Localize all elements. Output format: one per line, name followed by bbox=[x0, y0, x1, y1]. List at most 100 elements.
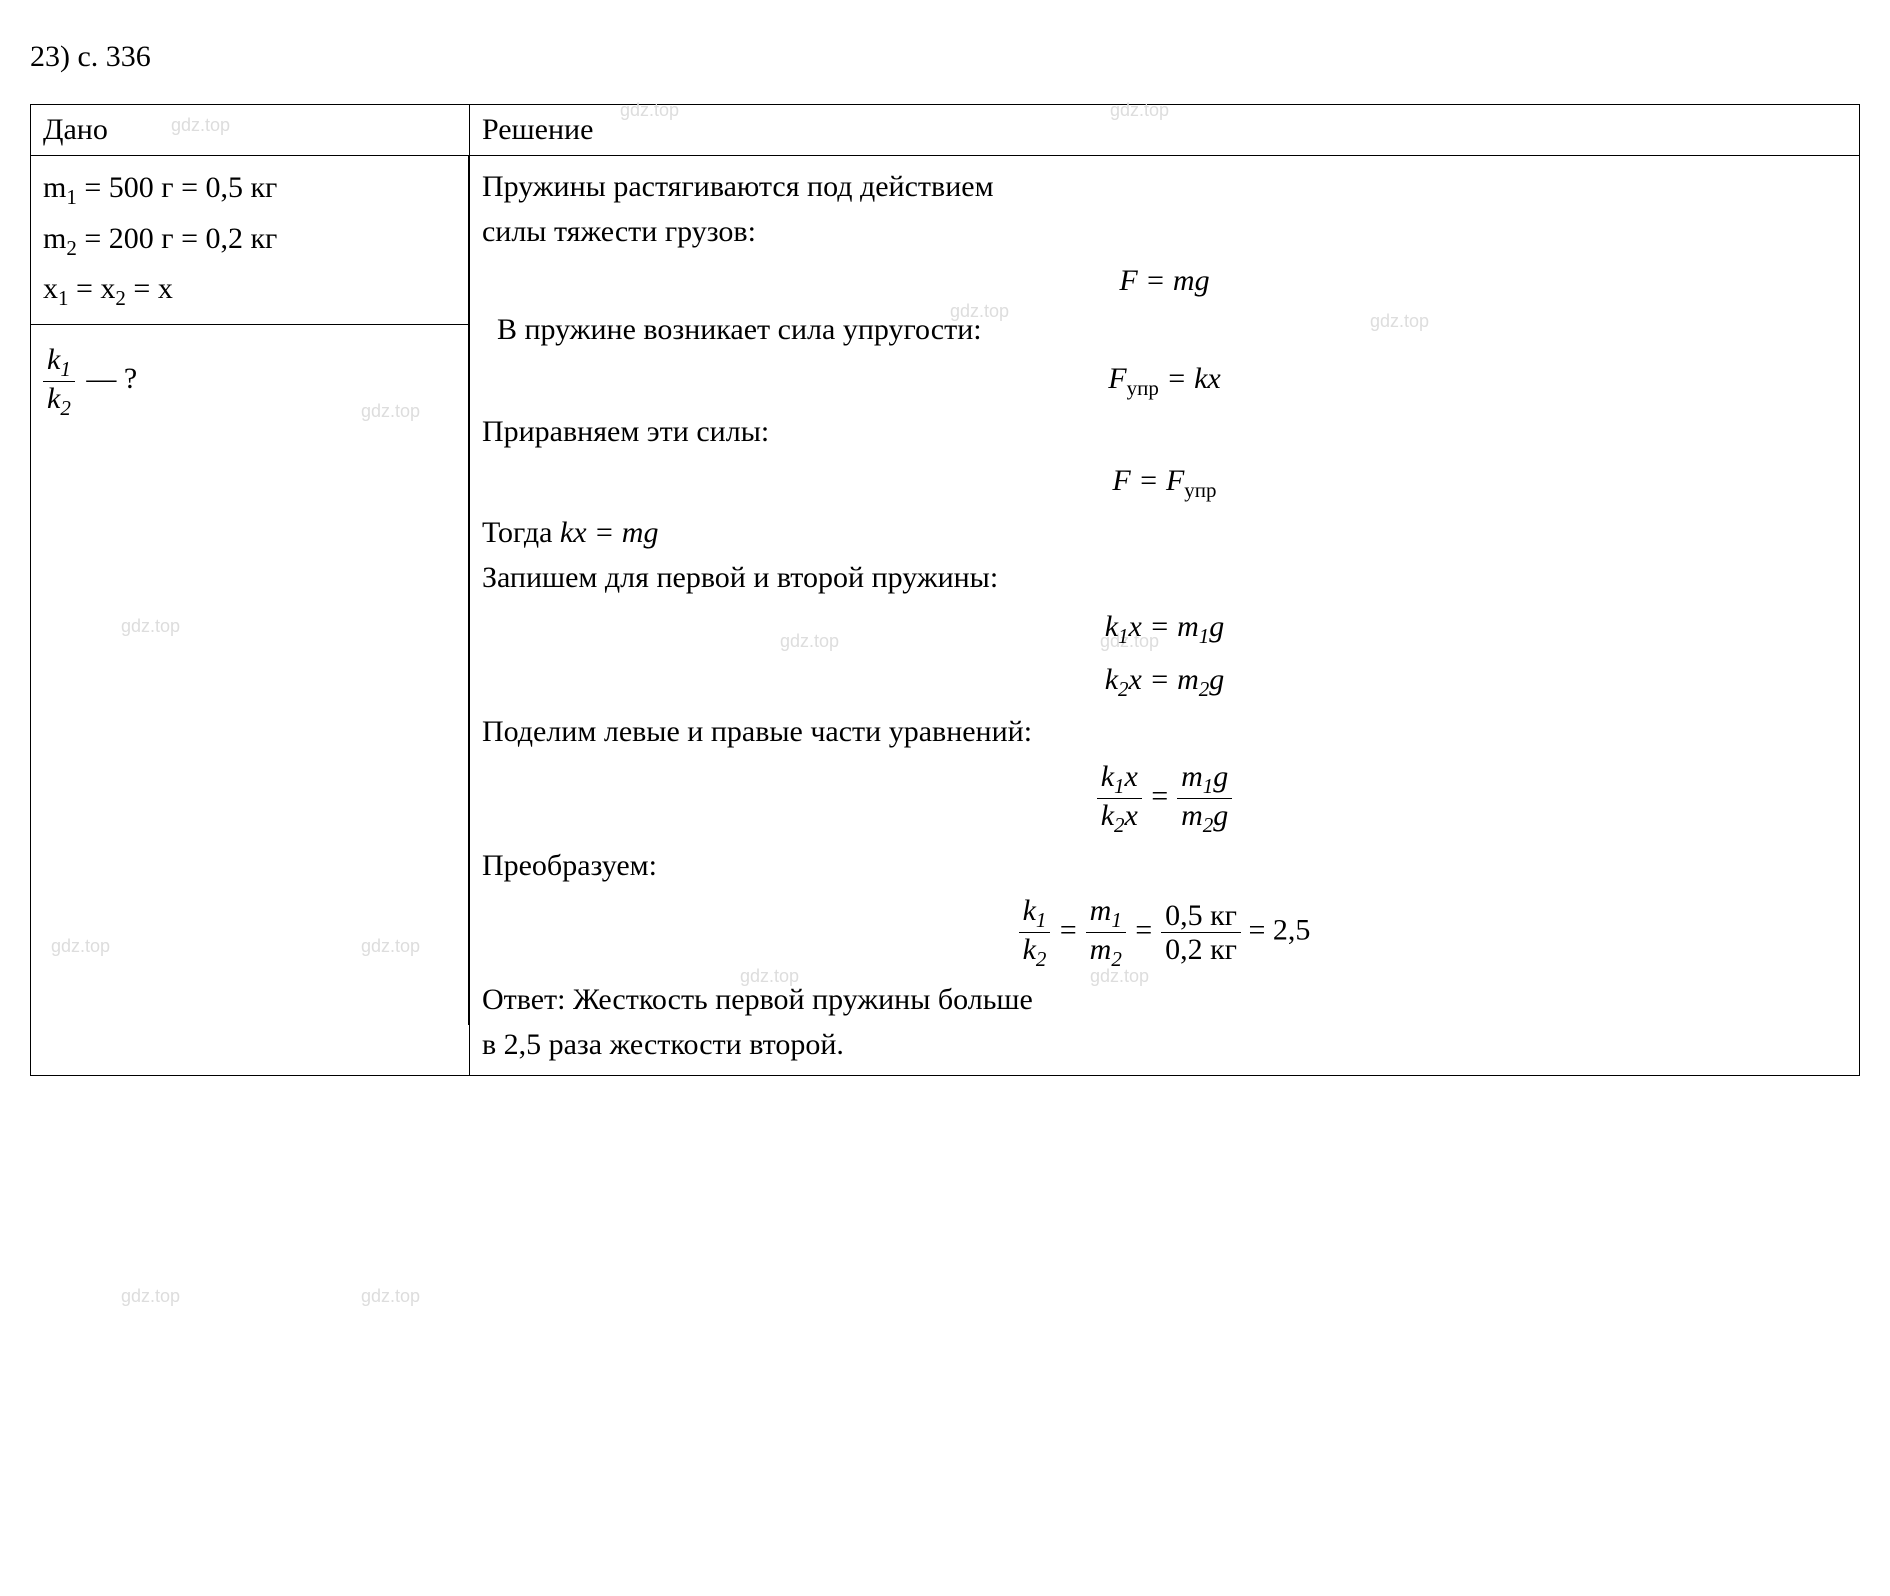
solution-line-5: Тогда kx = mg bbox=[482, 510, 1847, 555]
solution-table: Дано gdz.top Решение gdz.top gdz.top m1 … bbox=[30, 104, 1860, 1076]
var-k: k bbox=[1105, 663, 1118, 696]
numerator-value: 0,5 кг bbox=[1161, 899, 1241, 933]
content-row: m1 = 500 г = 0,5 кг m2 = 200 г = 0,2 кг … bbox=[31, 156, 1860, 1076]
solution-text-7: Поделим левые и правые части уравнений: bbox=[482, 709, 1847, 754]
question-section: k1 k2 — ? gdz.top gdz.top gdz.top gdz.to… bbox=[31, 325, 468, 1025]
question-mark: — ? bbox=[86, 362, 137, 395]
given-data-section: m1 = 500 г = 0,5 кг m2 = 200 г = 0,2 кг … bbox=[31, 156, 468, 325]
subscript-upr: упр bbox=[1127, 376, 1159, 400]
fraction-right: m1g m2g bbox=[1177, 760, 1232, 837]
subscript-2: 2 bbox=[1118, 677, 1129, 701]
var-g: g bbox=[1209, 663, 1224, 696]
var-x: x bbox=[1125, 760, 1138, 793]
watermark: gdz.top bbox=[1110, 100, 1169, 121]
subscript-1: 1 bbox=[60, 357, 71, 381]
solution-header: Решение bbox=[482, 113, 593, 146]
question-line: k1 k2 — ? bbox=[43, 343, 456, 420]
fraction-m1-m2: m1 m2 bbox=[1086, 894, 1126, 971]
formula-x-eq-m: x = m bbox=[1129, 610, 1199, 643]
page-title: 23) с. 336 bbox=[30, 40, 1860, 74]
watermark: gdz.top bbox=[121, 1286, 180, 1307]
subscript-1: 1 bbox=[1036, 908, 1047, 932]
var-m: m bbox=[1181, 799, 1203, 832]
text-then: Тогда bbox=[482, 516, 560, 549]
formula-kx: = kx bbox=[1159, 362, 1221, 395]
var-k: k bbox=[47, 343, 60, 376]
solution-text-3: В пружине возникает сила упругости: bbox=[482, 307, 1847, 352]
subscript-1: 1 bbox=[1114, 774, 1125, 798]
solution-text-2: силы тяжести грузов: bbox=[482, 209, 1847, 254]
subscript-2: 2 bbox=[66, 236, 77, 260]
solution-text-1: Пружины растягиваются под действием bbox=[482, 164, 1847, 209]
answer-line-2: в 2,5 раза жесткости второй. bbox=[482, 1022, 1847, 1067]
var-k: k bbox=[1023, 933, 1036, 966]
value-1: = 500 г = 0,5 кг bbox=[77, 171, 278, 204]
watermark: gdz.top bbox=[121, 616, 180, 637]
var-g: g bbox=[1213, 799, 1228, 832]
solution-text-8: Преобразуем: bbox=[482, 843, 1847, 888]
given-cell: m1 = 500 г = 0,5 кг m2 = 200 г = 0,2 кг … bbox=[31, 156, 470, 1076]
subscript-2: 2 bbox=[1114, 813, 1125, 837]
equals-sign: = bbox=[1149, 779, 1177, 812]
var-x: x bbox=[1125, 799, 1138, 832]
given-line-2: m2 = 200 г = 0,2 кг bbox=[43, 215, 456, 266]
answer-line-1: Ответ: Жесткость первой пружины больше bbox=[482, 977, 1847, 1022]
watermark: gdz.top bbox=[361, 1286, 420, 1307]
subscript-2: 2 bbox=[1036, 947, 1047, 971]
var-g: g bbox=[1209, 610, 1224, 643]
denominator-value: 0,2 кг bbox=[1161, 933, 1241, 966]
subscript-1: 1 bbox=[1199, 624, 1210, 648]
var-m: m bbox=[43, 171, 66, 204]
subscript-1: 1 bbox=[1203, 774, 1214, 798]
var-k: k bbox=[47, 382, 60, 415]
var-m: m bbox=[1090, 894, 1112, 927]
var-m: m bbox=[1090, 933, 1112, 966]
var-k: k bbox=[1101, 760, 1114, 793]
subscript-1: 1 bbox=[58, 286, 69, 310]
formula-x-eq-m: x = m bbox=[1129, 663, 1199, 696]
solution-text-4: Приравняем эти силы: bbox=[482, 409, 1847, 454]
var-m: m bbox=[43, 222, 66, 255]
given-line-1: m1 = 500 г = 0,5 кг bbox=[43, 164, 456, 215]
value-2: = 200 г = 0,2 кг bbox=[77, 222, 278, 255]
var-g: g bbox=[1213, 760, 1228, 793]
header-row: Дано gdz.top Решение gdz.top gdz.top bbox=[31, 105, 1860, 156]
eq-x-val: = x bbox=[126, 272, 173, 305]
subscript-2: 2 bbox=[60, 396, 71, 420]
watermark: gdz.top bbox=[51, 936, 110, 957]
var-m: m bbox=[1181, 760, 1203, 793]
subscript-2: 2 bbox=[1199, 677, 1210, 701]
fraction-numeric: 0,5 кг 0,2 кг bbox=[1161, 899, 1241, 966]
formula-F-eq-F: F = F bbox=[1112, 464, 1184, 497]
subscript-2: 2 bbox=[115, 286, 126, 310]
formula-3: F = Fупр bbox=[482, 458, 1847, 507]
subscript-upr: упр bbox=[1184, 478, 1216, 502]
var-k: k bbox=[1023, 894, 1036, 927]
fraction-left: k1x k2x bbox=[1097, 760, 1142, 837]
var-F: F bbox=[1108, 362, 1126, 395]
given-line-3: x1 = x2 = x bbox=[43, 265, 456, 316]
subscript-2: 2 bbox=[1111, 947, 1122, 971]
formula-2: Fупр = kx bbox=[482, 356, 1847, 405]
watermark: gdz.top bbox=[620, 100, 679, 121]
formula-fraction-1: k1x k2x = m1g m2g bbox=[482, 760, 1847, 837]
given-header-cell: Дано gdz.top bbox=[31, 105, 470, 156]
question-fraction: k1 k2 bbox=[43, 343, 75, 420]
solution-cell: Пружины растягиваются под действием силы… bbox=[469, 156, 1859, 1076]
subscript-1: 1 bbox=[1111, 908, 1122, 932]
subscript-2: 2 bbox=[1203, 813, 1214, 837]
subscript-1: 1 bbox=[1118, 624, 1129, 648]
formula-fraction-2: k1 k2 = m1 m2 = 0,5 кг 0,2 кг = 2,5 bbox=[482, 894, 1847, 971]
solution-header-cell: Решение gdz.top gdz.top bbox=[469, 105, 1859, 156]
formula-1: F = mg bbox=[482, 258, 1847, 303]
var-x: x bbox=[43, 272, 58, 305]
watermark: gdz.top bbox=[361, 936, 420, 957]
watermark: gdz.top bbox=[171, 115, 230, 136]
equals-sign: = bbox=[1058, 914, 1086, 947]
subscript-1: 1 bbox=[66, 185, 77, 209]
formula-6: k2x = m2g bbox=[482, 657, 1847, 706]
eq-x: = x bbox=[69, 272, 116, 305]
solution-text-6: Запишем для первой и второй пружины: bbox=[482, 555, 1847, 600]
var-k: k bbox=[1105, 610, 1118, 643]
formula-4: kx = mg bbox=[560, 516, 659, 549]
